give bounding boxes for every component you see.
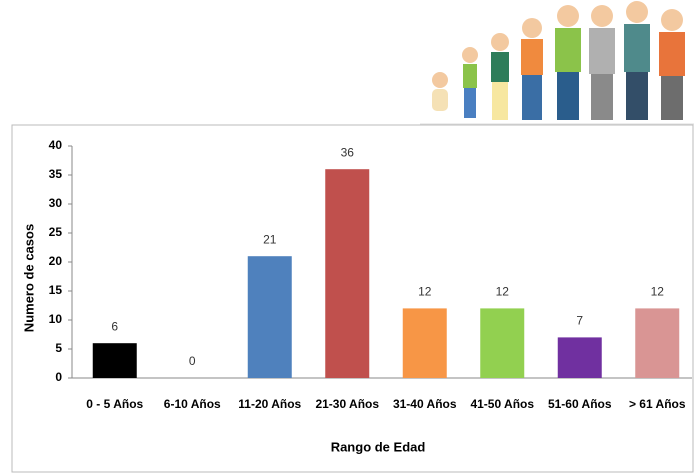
y-tick-label: 5 <box>55 341 62 355</box>
value-label: 12 <box>418 285 432 299</box>
y-tick-label: 10 <box>49 312 63 326</box>
value-label: 7 <box>576 314 583 328</box>
x-tick-label: 11-20 Años <box>238 397 301 411</box>
x-tick-label: 6-10 Años <box>164 397 221 411</box>
y-tick-label: 0 <box>55 370 62 384</box>
y-tick-label: 35 <box>49 167 63 181</box>
people-illustration <box>420 1 694 124</box>
value-label: 21 <box>263 232 277 246</box>
x-tick-label: 41-50 Años <box>470 397 534 411</box>
value-label: 6 <box>111 319 118 333</box>
bar <box>480 308 524 378</box>
x-tick-label: 51-60 Años <box>548 397 612 411</box>
bar <box>635 308 679 378</box>
x-tick-label: 21-30 Años <box>315 397 379 411</box>
bar <box>325 169 369 378</box>
bar <box>93 343 137 378</box>
bar <box>558 337 602 378</box>
bar <box>248 256 292 378</box>
x-tick-label: 31-40 Años <box>393 397 457 411</box>
page: Rango de Edad Numero de casos 0 5 10 15 20 25… <box>0 0 694 473</box>
value-label: 12 <box>496 285 510 299</box>
y-tick-label: 15 <box>49 283 63 297</box>
x-tick-label: > 61 Años <box>629 397 686 411</box>
value-label: 12 <box>651 285 665 299</box>
value-label: 36 <box>341 145 355 159</box>
y-tick-label: 20 <box>49 254 63 268</box>
bar <box>403 308 447 378</box>
y-tick-label: 30 <box>49 196 63 210</box>
x-tick-label: 0 - 5 Años <box>86 397 143 411</box>
y-tick-label: 40 <box>49 138 63 152</box>
value-label: 0 <box>189 354 196 368</box>
y-tick-label: 25 <box>49 225 63 239</box>
x-axis-title: Rango de Edad <box>331 439 426 454</box>
y-axis-title: Numero de casos <box>21 224 36 332</box>
